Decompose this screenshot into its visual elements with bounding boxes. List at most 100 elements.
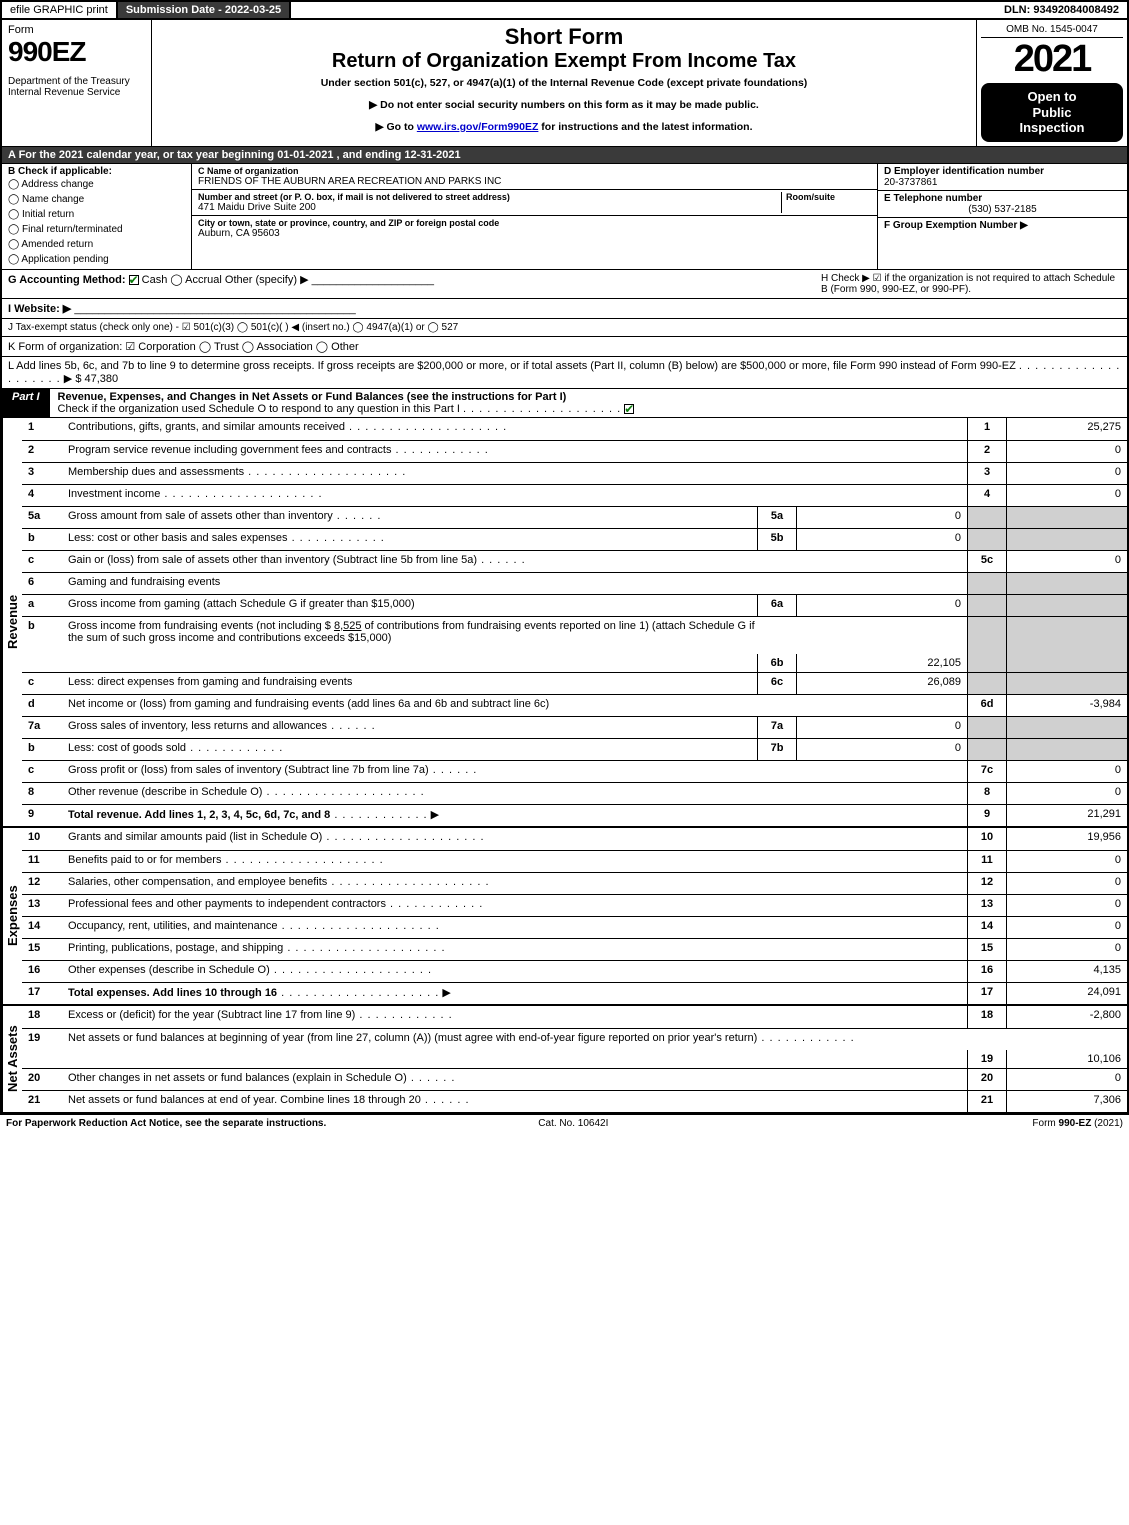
- grp-lbl: F Group Exemption Number ▶: [884, 220, 1121, 231]
- n21: 21: [22, 1091, 66, 1112]
- rv16: 4,135: [1007, 961, 1127, 982]
- rn14: 14: [967, 917, 1007, 938]
- form-header: Form 990EZ Department of the Treasury In…: [2, 20, 1127, 146]
- efile-label[interactable]: efile GRAPHIC print: [2, 2, 118, 18]
- line-K: K Form of organization: ☑ Corporation ◯ …: [2, 336, 1127, 356]
- submission-date-button[interactable]: Submission Date - 2022-03-25: [118, 2, 291, 18]
- title-return: Return of Organization Exempt From Incom…: [160, 50, 968, 73]
- sn7a: 7a: [757, 717, 797, 738]
- expenses-vlabel: Expenses: [2, 828, 22, 1004]
- d12: Salaries, other compensation, and employ…: [68, 876, 327, 888]
- n9: 9: [22, 805, 66, 826]
- n12: 12: [22, 873, 66, 894]
- n13: 13: [22, 895, 66, 916]
- line-I: I Website: ▶ ___________________________…: [2, 298, 1127, 318]
- dln-label: DLN: 93492084008492: [996, 2, 1127, 18]
- rn8: 8: [967, 783, 1007, 804]
- chk-final[interactable]: ◯ Final return/terminated: [8, 222, 185, 237]
- top-bar: efile GRAPHIC print Submission Date - 20…: [0, 0, 1129, 20]
- gv7b: [1007, 739, 1127, 760]
- revenue-vlabel: Revenue: [2, 418, 22, 826]
- chk-pending[interactable]: ◯ Application pending: [8, 252, 185, 267]
- g5b: [967, 529, 1007, 550]
- rv17: 24,091: [1007, 983, 1127, 1004]
- d7b: Less: cost of goods sold: [68, 742, 186, 754]
- chk-address[interactable]: ◯ Address change: [8, 177, 185, 192]
- form-container: Form 990EZ Department of the Treasury In…: [0, 20, 1129, 1114]
- part-I-title: Revenue, Expenses, and Changes in Net As…: [58, 391, 567, 403]
- omb-label: OMB No. 1545-0047: [981, 24, 1123, 38]
- d7c: Gross profit or (loss) from sales of inv…: [68, 764, 429, 776]
- open3: Inspection: [985, 120, 1119, 136]
- org-city: Auburn, CA 95603: [198, 228, 871, 239]
- rv11: 0: [1007, 851, 1127, 872]
- rv2: 0: [1007, 441, 1127, 462]
- sv5b: 0: [797, 529, 967, 550]
- rn4: 4: [967, 485, 1007, 506]
- c-name-lbl: C Name of organization: [198, 166, 871, 176]
- n8: 8: [22, 783, 66, 804]
- rn6d: 6d: [967, 695, 1007, 716]
- col-B: B Check if applicable: ◯ Address change …: [2, 164, 192, 269]
- line-H: H Check ▶ ☑ if the organization is not r…: [821, 273, 1121, 295]
- chk-amended[interactable]: ◯ Amended return: [8, 237, 185, 252]
- d17: Total expenses. Add lines 10 through 16: [68, 987, 277, 999]
- footer-right: Form 990-EZ (2021): [1032, 1118, 1123, 1129]
- sn6b: 6b: [757, 654, 797, 672]
- rn7c: 7c: [967, 761, 1007, 782]
- rn10: 10: [967, 828, 1007, 850]
- part-I-checkbox[interactable]: [624, 404, 634, 414]
- d21: Net assets or fund balances at end of ye…: [68, 1094, 421, 1106]
- sv5a: 0: [797, 507, 967, 528]
- rv15: 0: [1007, 939, 1127, 960]
- irs-link[interactable]: www.irs.gov/Form990EZ: [417, 121, 539, 133]
- line-G: G Accounting Method: Cash ◯ Accrual Othe…: [8, 273, 821, 286]
- dept-label: Department of the Treasury Internal Reve…: [8, 76, 145, 98]
- netassets-section: Net Assets 18Excess or (deficit) for the…: [2, 1004, 1127, 1112]
- rv3: 0: [1007, 463, 1127, 484]
- rn12: 12: [967, 873, 1007, 894]
- d9: Total revenue. Add lines 1, 2, 3, 4, 5c,…: [68, 809, 330, 821]
- chk-initial[interactable]: ◯ Initial return: [8, 207, 185, 222]
- rv6d: -3,984: [1007, 695, 1127, 716]
- chk-name[interactable]: ◯ Name change: [8, 192, 185, 207]
- n17: 17: [22, 983, 66, 1004]
- open2: Public: [985, 105, 1119, 121]
- n20: 20: [22, 1069, 66, 1090]
- row-GH: G Accounting Method: Cash ◯ Accrual Othe…: [2, 269, 1127, 298]
- line-A: A For the 2021 calendar year, or tax yea…: [2, 146, 1127, 163]
- line-L: L Add lines 5b, 6c, and 7b to line 9 to …: [2, 356, 1127, 388]
- sn6c: 6c: [757, 673, 797, 694]
- rv12: 0: [1007, 873, 1127, 894]
- part-I-label: Part I: [2, 389, 50, 417]
- rn16: 16: [967, 961, 1007, 982]
- g-cash-check[interactable]: [129, 275, 139, 285]
- form-number: 990EZ: [8, 36, 145, 68]
- n6: 6: [22, 573, 66, 594]
- rn11: 11: [967, 851, 1007, 872]
- d2: Program service revenue including govern…: [68, 444, 391, 456]
- rn21: 21: [967, 1091, 1007, 1112]
- c-street: Number and street (or P. O. box, if mail…: [192, 190, 877, 216]
- n15: 15: [22, 939, 66, 960]
- org-street: 471 Maidu Drive Suite 200: [198, 202, 781, 213]
- note-post: for instructions and the latest informat…: [538, 121, 752, 133]
- title-under: Under section 501(c), 527, or 4947(a)(1)…: [160, 77, 968, 89]
- rn2: 2: [967, 441, 1007, 462]
- rn19: 19: [967, 1050, 1007, 1068]
- rn3: 3: [967, 463, 1007, 484]
- n18: 18: [22, 1006, 66, 1028]
- d5b: Less: cost or other basis and sales expe…: [68, 532, 288, 544]
- n14: 14: [22, 917, 66, 938]
- g7a: [967, 717, 1007, 738]
- gv5b: [1007, 529, 1127, 550]
- d14: Occupancy, rent, utilities, and maintena…: [68, 920, 278, 932]
- netassets-vlabel: Net Assets: [2, 1006, 22, 1112]
- sv6c: 26,089: [797, 673, 967, 694]
- rv1: 25,275: [1007, 418, 1127, 440]
- n10: 10: [22, 828, 66, 850]
- rn5c: 5c: [967, 551, 1007, 572]
- d20: Other changes in net assets or fund bala…: [68, 1072, 407, 1084]
- gv7a: [1007, 717, 1127, 738]
- note-ssn: ▶ Do not enter social security numbers o…: [160, 99, 968, 111]
